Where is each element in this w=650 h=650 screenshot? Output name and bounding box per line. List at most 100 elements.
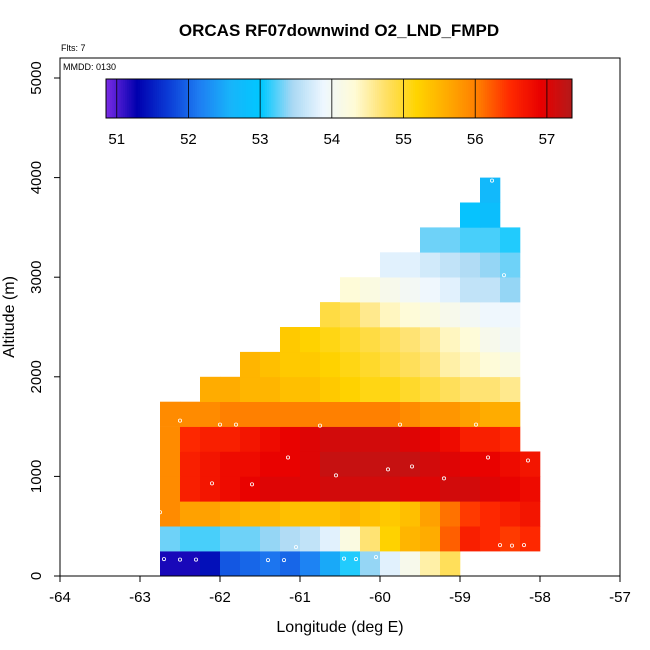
heatmap-cell [320,302,341,328]
heatmap-cell [400,551,421,577]
heatmap-cell [520,526,541,552]
heatmap-cell [420,327,441,353]
heatmap-cell [380,376,401,402]
colorbar-swatch [398,79,401,118]
profile-point [233,422,238,427]
colorbar-swatch [298,79,302,118]
profile-point [281,558,286,563]
colorbar-swatch [538,79,541,118]
colorbar-swatch [495,79,499,118]
chart-title: ORCAS RF07downwind O2_LND_FMPD [179,21,499,40]
heatmap-cell [160,451,181,477]
colorbar-swatch [415,79,418,118]
heatmap-cell [440,302,461,328]
colorbar-swatch [360,79,363,118]
colorbar-swatch [110,79,113,118]
heatmap-cell [220,401,241,427]
colorbar-swatch [114,79,117,118]
colorbar-swatch [343,79,346,118]
colorbar-swatch [347,79,350,118]
heatmap-cell [360,327,381,353]
colorbar-swatch [548,79,552,118]
heatmap-cell [440,526,461,552]
colorbar-swatch [233,79,236,118]
colorbar-swatch [214,79,217,118]
colorbar-swatch [178,79,181,118]
heatmap-cell [160,526,181,552]
profile-point [373,555,378,560]
colorbar-swatch [275,79,278,118]
colorbar-swatch [334,79,338,118]
colorbar-swatch [406,79,410,118]
colorbar-swatch [286,79,289,118]
heatmap-cell [300,426,321,452]
heatmap-cell [420,302,441,328]
heatmap-cell [240,451,261,477]
colorbar-swatch [203,79,206,118]
colorbar-swatch [129,79,132,118]
heatmap-cell [500,302,521,328]
heatmap-cell [320,526,341,552]
heatmap-cell [380,401,401,427]
heatmap-cell [460,401,481,427]
heatmap-cell [400,351,421,378]
heatmap-cell [300,401,321,427]
colorbar-swatch [368,79,372,118]
colorbar-swatch [425,79,429,118]
heatmap-cell [480,277,501,303]
profile-points [157,178,531,563]
colorbar-swatch [158,79,162,118]
colorbar-swatch [292,79,295,118]
profile-point [522,543,527,548]
heatmap-cell [500,426,521,452]
heatmap-cell [180,526,201,552]
colorbar-swatch [307,79,310,118]
colorbar-swatch [207,79,211,118]
colorbar-swatch [353,79,357,118]
heatmap-cell [520,476,541,502]
heatmap-cell [300,451,321,477]
heatmap-cell [400,501,421,527]
plot-frame [59,57,621,577]
colorbar-swatch [389,79,393,118]
heatmap-cell [500,327,521,353]
heatmap-cell [360,551,381,577]
heatmap-cell [440,476,461,502]
profile-point [441,476,446,481]
heatmap-cell [300,376,321,402]
heatmap-cell [360,401,381,427]
colorbar-swatch [527,79,531,118]
heatmap-cell [160,551,181,577]
heatmap-cell [380,526,401,552]
colorbar-swatch [266,79,270,118]
colorbar-swatch [463,79,467,118]
heatmap-cell [480,451,501,477]
colorbar-swatch [411,79,414,118]
colorbar-swatch [372,79,376,118]
colorbar-swatch [358,79,361,118]
y-tick-label: 2000 [28,360,45,393]
colorbar-swatch [336,79,340,118]
profile-point [333,473,338,478]
heatmap-cell [280,327,301,353]
profile-point [341,556,346,561]
colorbar-swatch [317,79,321,118]
flights-note: Flts: 7 [61,43,86,53]
colorbar-swatch [540,79,543,118]
colorbar-swatch [305,79,308,118]
heatmap-cell [240,551,261,577]
heatmap-cell [320,501,341,527]
colorbar-swatch [375,79,378,118]
heatmap-cell [480,202,501,228]
heatmap-cell [320,476,341,502]
date-note: MMDD: 0130 [63,62,116,72]
profile-point [293,545,298,550]
colorbar: 51 52 53 54 55 56 57 [105,78,573,148]
profile-point [353,557,358,562]
colorbar-swatch [569,79,573,118]
y-axis-label: Altitude (m) [1,276,18,358]
heatmap-cell [420,401,441,427]
heatmap-cell [200,526,221,552]
heatmap-cell [460,302,481,328]
profile-point [209,481,214,486]
